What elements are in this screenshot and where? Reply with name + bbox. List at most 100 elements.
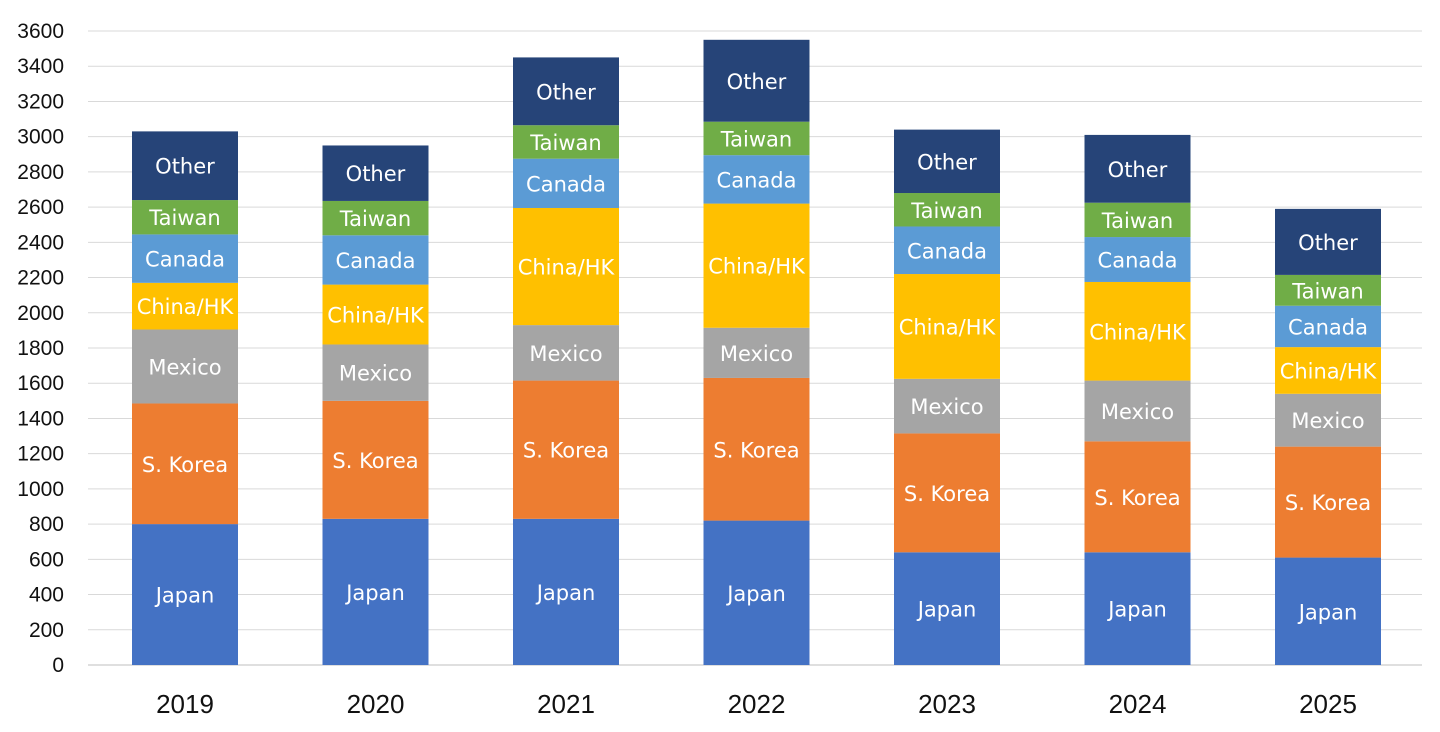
y-tick-label: 1800 (17, 337, 64, 360)
segment-label-japan: Japan (916, 598, 977, 622)
segment-label-s-korea: S. Korea (523, 439, 609, 463)
segment-label-canada: Canada (907, 239, 987, 263)
y-tick-label: 3000 (17, 126, 64, 149)
x-tick-label: 2023 (918, 689, 976, 719)
bar-segment-mexico (1275, 393, 1381, 447)
bar-segment-other (1275, 208, 1381, 275)
bar-segment-other (322, 145, 429, 201)
bar-segment-mexico (703, 327, 810, 378)
bar-segment-canada (513, 158, 619, 208)
segment-label-other: Other (727, 70, 787, 94)
bar-segment-china-hk (132, 282, 238, 330)
bar-segment-taiwan (513, 125, 619, 159)
bar-segment-mexico (1084, 380, 1191, 442)
bar-segment-other (1084, 134, 1191, 203)
segment-label-canada: Canada (526, 172, 606, 196)
y-tick-label: 2800 (17, 161, 64, 184)
segment-label-japan: Japan (1297, 600, 1358, 624)
bar-segment-japan (1084, 552, 1191, 665)
y-tick-label: 2600 (17, 196, 64, 219)
y-tick-label: 2000 (17, 302, 64, 325)
bar-stack-2023: Japan S. Korea Mexico China/HK Canada Taiwan O… (894, 129, 1000, 665)
segment-label-canada: Canada (717, 168, 797, 192)
bar-segment-china-hk (1084, 281, 1191, 381)
segment-label-other: Other (536, 80, 596, 104)
bar-segment-taiwan (132, 200, 238, 235)
bar-stack-2019: Japan S. Korea Mexico China/HK Canada Taiwan O… (132, 131, 238, 665)
segment-label-taiwan: Taiwan (720, 127, 792, 151)
segment-label-japan: Japan (1106, 598, 1167, 622)
x-axis: 2019 2020 2021 2022 2023 2024 2025 (156, 689, 1357, 719)
segment-label-s-korea: S. Korea (332, 449, 418, 473)
segment-label-mexico: Mexico (1291, 409, 1364, 433)
bar-segment-canada (322, 235, 429, 285)
bar-segment-taiwan (322, 200, 429, 236)
bar-segment-taiwan (894, 193, 1000, 227)
segment-label-japan: Japan (154, 584, 215, 608)
bar-segment-other (132, 131, 238, 201)
bar-segment-other (894, 129, 1000, 194)
bar-segment-canada (1275, 305, 1381, 348)
x-tick-label: 2019 (156, 689, 214, 719)
y-tick-label: 1600 (17, 372, 64, 395)
segment-label-japan: Japan (535, 581, 596, 605)
segment-label-china-hk: China/HK (327, 304, 425, 328)
segment-label-china-hk: China/HK (708, 255, 806, 279)
bar-stack-2025: Japan S. Korea Mexico China/HK Canada Taiwan O… (1275, 208, 1381, 665)
bars: Japan S. Korea Mexico China/HK Canada Taiwan O… (132, 39, 1381, 665)
bar-stack-2021: Japan S. Korea Mexico China/HK Canada Taiwan O… (513, 57, 619, 665)
bar-segment-mexico (894, 378, 1000, 434)
bar-segment-china-hk (513, 207, 619, 326)
y-tick-label: 3600 (17, 20, 64, 43)
y-tick-label: 1000 (17, 478, 64, 501)
bar-segment-japan (132, 524, 238, 665)
segment-label-s-korea: S. Korea (142, 453, 228, 477)
segment-label-other: Other (346, 162, 406, 186)
segment-label-s-korea: S. Korea (1094, 486, 1180, 510)
bar-stack-2022: Japan S. Korea Mexico China/HK Canada Taiwan O… (703, 39, 810, 665)
segment-label-china-hk: China/HK (899, 315, 997, 339)
segment-label-canada: Canada (1288, 315, 1368, 339)
bar-stack-2020: Japan S. Korea Mexico China/HK Canada Taiwan O… (322, 145, 429, 665)
segment-label-canada: Canada (336, 249, 416, 273)
y-tick-label: 2400 (17, 231, 64, 254)
bar-segment-s-korea (1275, 446, 1381, 558)
bar-segment-canada (132, 234, 238, 283)
segment-label-mexico: Mexico (910, 395, 983, 419)
bar-segment-japan (1275, 557, 1381, 665)
y-tick-label: 600 (29, 548, 64, 571)
segment-label-china-hk: China/HK (1280, 359, 1378, 383)
y-tick-label: 800 (29, 513, 64, 536)
bar-segment-s-korea (322, 400, 429, 519)
y-tick-label: 3400 (17, 55, 64, 78)
bar-segment-taiwan (1275, 274, 1381, 306)
bar-segment-canada (1084, 237, 1191, 282)
segment-label-s-korea: S. Korea (1285, 491, 1371, 515)
bar-segment-canada (894, 226, 1000, 275)
segment-label-china-hk: China/HK (1089, 320, 1187, 344)
y-axis: 0 200 400 600 800 1000 1200 1400 1600 1800 2000 220… (17, 20, 64, 677)
x-tick-label: 2025 (1299, 689, 1357, 719)
y-tick-label: 400 (29, 584, 64, 607)
y-tick-label: 1200 (17, 443, 64, 466)
x-tick-label: 2021 (537, 689, 595, 719)
bar-segment-taiwan (703, 121, 810, 156)
x-tick-label: 2024 (1109, 689, 1167, 719)
bar-segment-mexico (513, 325, 619, 381)
bar-segment-other (513, 57, 619, 126)
bar-segment-s-korea (703, 377, 810, 521)
bar-segment-japan (703, 520, 810, 665)
bar-segment-taiwan (1084, 202, 1191, 238)
segment-label-other: Other (1108, 158, 1168, 182)
bar-segment-china-hk (894, 274, 1000, 379)
bar-segment-japan (322, 518, 429, 665)
bar-segment-s-korea (513, 380, 619, 519)
segment-label-japan: Japan (725, 582, 786, 606)
bar-segment-s-korea (132, 403, 238, 525)
segment-label-taiwan: Taiwan (1101, 209, 1173, 233)
segment-label-mexico: Mexico (1101, 400, 1174, 424)
segment-label-mexico: Mexico (339, 362, 412, 386)
x-tick-label: 2022 (728, 689, 786, 719)
